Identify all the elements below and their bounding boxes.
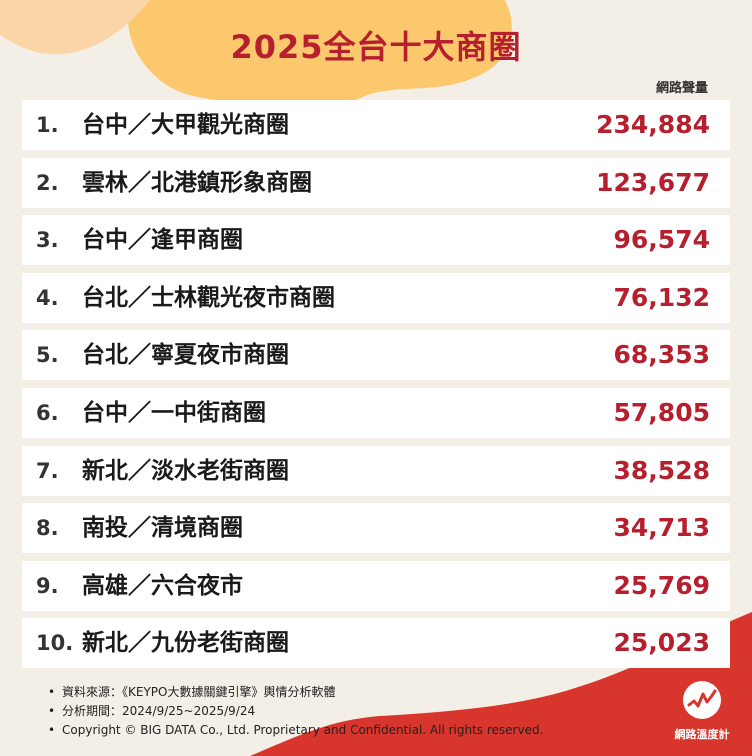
district-name: 高雄／六合夜市 (82, 572, 243, 599)
table-row: 5. 台北／寧夏夜市商圈 68,353 (22, 330, 730, 381)
ranking-table: 1. 台中／大甲觀光商圈 234,884 2. 雲林／北港鎮形象商圈 123,677 3. 台… (22, 100, 730, 676)
table-row: 2. 雲林／北港鎮形象商圈 123,677 (22, 157, 730, 208)
line-chart-logo-icon (683, 681, 721, 719)
rank-label: 10. (36, 631, 74, 656)
footnote-copyright-text: Copyright © BIG DATA Co., Ltd. Proprieta… (62, 723, 544, 737)
district-name: 南投／清境商圈 (82, 515, 243, 542)
volume-value: 68,353 (613, 340, 710, 370)
district-name: 新北／九份老街商圈 (82, 630, 289, 657)
footnote-period-text: 分析期間：2024/9/25~2025/9/24 (62, 704, 256, 718)
table-row: 8. 南投／清境商圈 34,713 (22, 503, 730, 554)
district-name: 台北／士林觀光夜市商圈 (82, 284, 335, 311)
footnote-source-text: 資料來源：《KEYPO大數據關鍵引擎》輿情分析軟體 (62, 685, 336, 699)
rank-label: 9. (36, 573, 59, 598)
corner-red-blob (250, 612, 752, 756)
page-title: 2025全台十大商圈 (230, 28, 522, 66)
volume-value: 25,023 (613, 628, 710, 658)
logo-text: 網路溫度計 (674, 728, 730, 741)
table-row: 10. 新北／九份老街商圈 25,023 (22, 618, 730, 669)
table-row: 6. 台中／一中街商圈 57,805 (22, 387, 730, 438)
rank-label: 5. (36, 343, 59, 368)
bullet: • (48, 704, 56, 718)
district-name: 台中／一中街商圈 (82, 399, 266, 426)
volume-value: 123,677 (596, 167, 710, 197)
volume-value: 57,805 (613, 397, 710, 427)
volume-value: 25,769 (613, 570, 710, 600)
peach-blob (0, 0, 150, 55)
footnote-source: • 資料來源：《KEYPO大數據關鍵引擎》輿情分析軟體 (48, 683, 543, 702)
table-row: 7. 新北／淡水老街商圈 38,528 (22, 445, 730, 496)
column-header-volume: 網路聲量 (655, 81, 708, 96)
rank-label: 1. (36, 113, 59, 137)
footnote-copyright: • Copyright © BIG DATA Co., Ltd. Propriet… (48, 721, 543, 740)
table-row: 9. 高雄／六合夜市 25,769 (22, 560, 730, 611)
volume-value: 96,574 (613, 225, 710, 255)
district-name: 台中／逢甲商圈 (82, 227, 243, 254)
volume-value: 34,713 (613, 513, 710, 543)
brand-logo: 網路溫度計 (670, 680, 734, 742)
rank-label: 7. (36, 458, 59, 483)
district-name: 新北／淡水老街商圈 (82, 457, 289, 484)
bullet: • (48, 723, 56, 737)
district-name: 雲林／北港鎮形象商圈 (82, 169, 312, 196)
rank-label: 8. (36, 516, 59, 541)
rank-label: 2. (36, 170, 59, 195)
rank-label: 3. (36, 228, 59, 253)
footer-notes: • 資料來源：《KEYPO大數據關鍵引擎》輿情分析軟體 • 分析期間：2024/9/… (48, 683, 543, 740)
bullet: • (48, 685, 56, 699)
rank-label: 4. (36, 285, 59, 310)
footnote-period: • 分析期間：2024/9/25~2025/9/24 (48, 702, 543, 721)
district-name: 台中／大甲觀光商圈 (82, 112, 289, 138)
rank-label: 6. (36, 400, 59, 425)
volume-value: 76,132 (613, 282, 710, 312)
yellow-blob (127, 0, 512, 119)
table-row: 1. 台中／大甲觀光商圈 234,884 (22, 100, 730, 150)
table-row: 3. 台中／逢甲商圈 96,574 (22, 215, 730, 266)
district-name: 台北／寧夏夜市商圈 (82, 342, 289, 369)
volume-value: 38,528 (613, 455, 710, 485)
volume-value: 234,884 (596, 110, 710, 139)
table-row: 4. 台北／士林觀光夜市商圈 76,132 (22, 272, 730, 323)
